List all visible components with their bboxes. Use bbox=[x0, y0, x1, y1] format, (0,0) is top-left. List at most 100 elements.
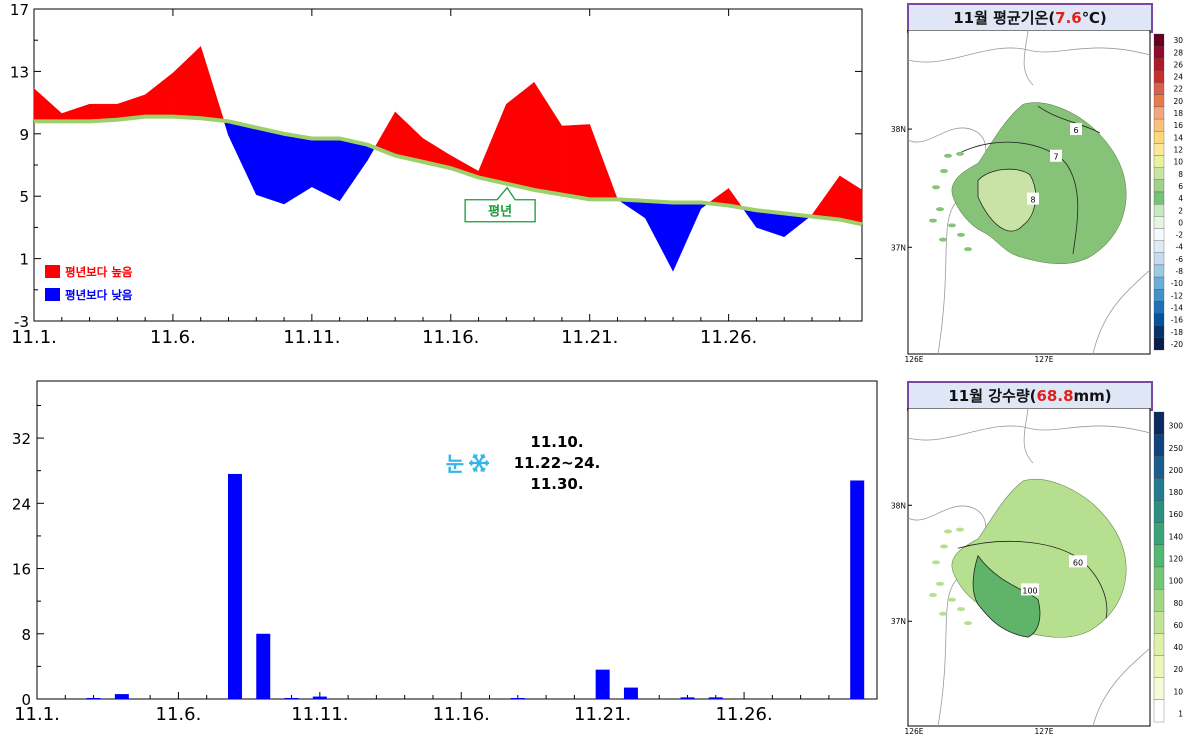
anomaly-area bbox=[561, 124, 590, 200]
colorbar-label: 0 bbox=[1178, 218, 1183, 227]
anomaly-area bbox=[256, 127, 285, 205]
y-tick-label: 17 bbox=[10, 1, 29, 19]
colorbar-label: 180 bbox=[1169, 488, 1184, 497]
lon-label: 127E bbox=[1034, 355, 1053, 364]
precip-bar bbox=[256, 633, 271, 699]
snowflake-barb bbox=[475, 467, 478, 472]
island bbox=[936, 207, 944, 212]
snowflake-barb bbox=[480, 467, 483, 472]
colorbar-swatch bbox=[1153, 500, 1165, 523]
island bbox=[940, 169, 948, 174]
snowflake-barb bbox=[472, 467, 477, 470]
y-tick-label: 0 bbox=[21, 691, 31, 709]
contour-label: 8 bbox=[1030, 196, 1035, 205]
lon-label: 126E bbox=[904, 727, 923, 736]
colorbar-swatch bbox=[1153, 70, 1165, 83]
colorbar-swatch bbox=[1153, 46, 1165, 59]
snowflake-barb bbox=[469, 462, 474, 467]
colorbar-swatch bbox=[1153, 167, 1165, 180]
contour-label: 100 bbox=[1022, 586, 1037, 595]
island bbox=[964, 621, 972, 626]
precip-bar bbox=[227, 473, 242, 699]
snowflake-barb bbox=[475, 454, 478, 459]
island bbox=[957, 232, 965, 237]
snow-date: 11.22~24. bbox=[514, 454, 601, 472]
y-tick-label: 16 bbox=[12, 561, 31, 579]
island bbox=[964, 247, 972, 252]
colorbar-swatch bbox=[1153, 337, 1165, 351]
colorbar-label: -16 bbox=[1171, 316, 1183, 325]
precip-bar bbox=[114, 694, 129, 699]
precip-bar bbox=[284, 698, 299, 699]
snowflake-barb bbox=[472, 456, 477, 459]
coastline bbox=[907, 425, 1151, 441]
callout-label: 평년 bbox=[488, 204, 512, 220]
colorbar-swatch bbox=[1153, 699, 1165, 723]
colorbar-label: 250 bbox=[1169, 444, 1184, 453]
precip-bar bbox=[680, 697, 695, 699]
contour-label: 6 bbox=[1073, 126, 1078, 135]
colorbar-swatch bbox=[1153, 301, 1165, 314]
snowflake-barb bbox=[484, 459, 489, 464]
island bbox=[948, 597, 956, 602]
colorbar-label: 20 bbox=[1173, 97, 1183, 106]
colorbar-label: -18 bbox=[1171, 328, 1183, 337]
colorbar-label: -10 bbox=[1171, 279, 1183, 288]
colorbar-label: 10 bbox=[1173, 158, 1183, 167]
precip-bar bbox=[708, 697, 723, 699]
colorbar-swatch bbox=[1153, 155, 1165, 168]
callout-box bbox=[464, 186, 536, 223]
snowflake-barb bbox=[480, 454, 483, 459]
snowflake-icon bbox=[469, 453, 489, 473]
colorbar-swatch bbox=[1153, 118, 1165, 132]
island bbox=[936, 581, 944, 586]
legend-label: 평년보다 낮음 bbox=[65, 288, 133, 302]
snowflake-arm bbox=[478, 453, 485, 464]
colorbar-swatch bbox=[1153, 58, 1165, 71]
precip-bar bbox=[850, 480, 865, 699]
colorbar-label: 14 bbox=[1173, 133, 1183, 142]
island bbox=[929, 593, 937, 598]
colorbar-swatch bbox=[1153, 456, 1165, 479]
colorbar-swatch bbox=[1153, 478, 1165, 501]
colorbar-swatch bbox=[1153, 289, 1165, 302]
x-tick-label: 11.16. bbox=[433, 704, 490, 725]
island bbox=[944, 529, 952, 534]
colorbar-label: -14 bbox=[1171, 304, 1183, 313]
colorbar-label: 8 bbox=[1178, 170, 1183, 179]
coastline bbox=[1092, 647, 1151, 727]
lat-label: 37N bbox=[891, 243, 906, 252]
colorbar-swatch bbox=[1153, 633, 1165, 656]
colorbar-label: 12 bbox=[1173, 146, 1183, 155]
legend-swatch bbox=[45, 288, 60, 301]
contour-8 bbox=[977, 168, 1037, 232]
colorbar-label: 2 bbox=[1178, 206, 1183, 215]
colorbar-swatch bbox=[1153, 204, 1165, 217]
colorbar-swatch bbox=[1153, 677, 1165, 701]
colorbar-swatch bbox=[1153, 228, 1165, 241]
lon-label: 127E bbox=[1034, 727, 1053, 736]
x-tick-label: 11.6. bbox=[150, 327, 196, 348]
colorbar-swatch bbox=[1153, 325, 1165, 338]
legend-swatch bbox=[45, 265, 60, 278]
colorbar-swatch bbox=[1153, 522, 1165, 546]
precip-bar bbox=[312, 696, 327, 699]
normal-line bbox=[34, 114, 863, 227]
colorbar-label: 60 bbox=[1173, 621, 1183, 630]
x-tick-label: 11.1. bbox=[11, 327, 57, 348]
colorbar-label: -20 bbox=[1171, 340, 1183, 349]
colorbar-label: 18 bbox=[1173, 109, 1183, 118]
y-tick-label: 32 bbox=[12, 430, 31, 448]
y-tick-label: 8 bbox=[21, 626, 31, 644]
temperature-chart: -3 1 5 9 13 17 11.1. 11.6. 11.11. 11.16. 11.21. 11.… bbox=[10, 1, 863, 348]
lat-label: 38N bbox=[891, 125, 906, 134]
island bbox=[957, 607, 965, 612]
island bbox=[932, 560, 940, 565]
precipitation-chart: 0 8 16 24 32 11.1. 11.6. 11.11. 11.16. 11.21. 11.2… bbox=[12, 380, 878, 725]
colorbar-label: 16 bbox=[1173, 121, 1183, 130]
colorbar-label: -2 bbox=[1176, 231, 1184, 240]
y-tick-label: 1 bbox=[19, 251, 29, 269]
lon-label: 126E bbox=[904, 355, 923, 364]
colorbar-swatch bbox=[1153, 264, 1165, 278]
